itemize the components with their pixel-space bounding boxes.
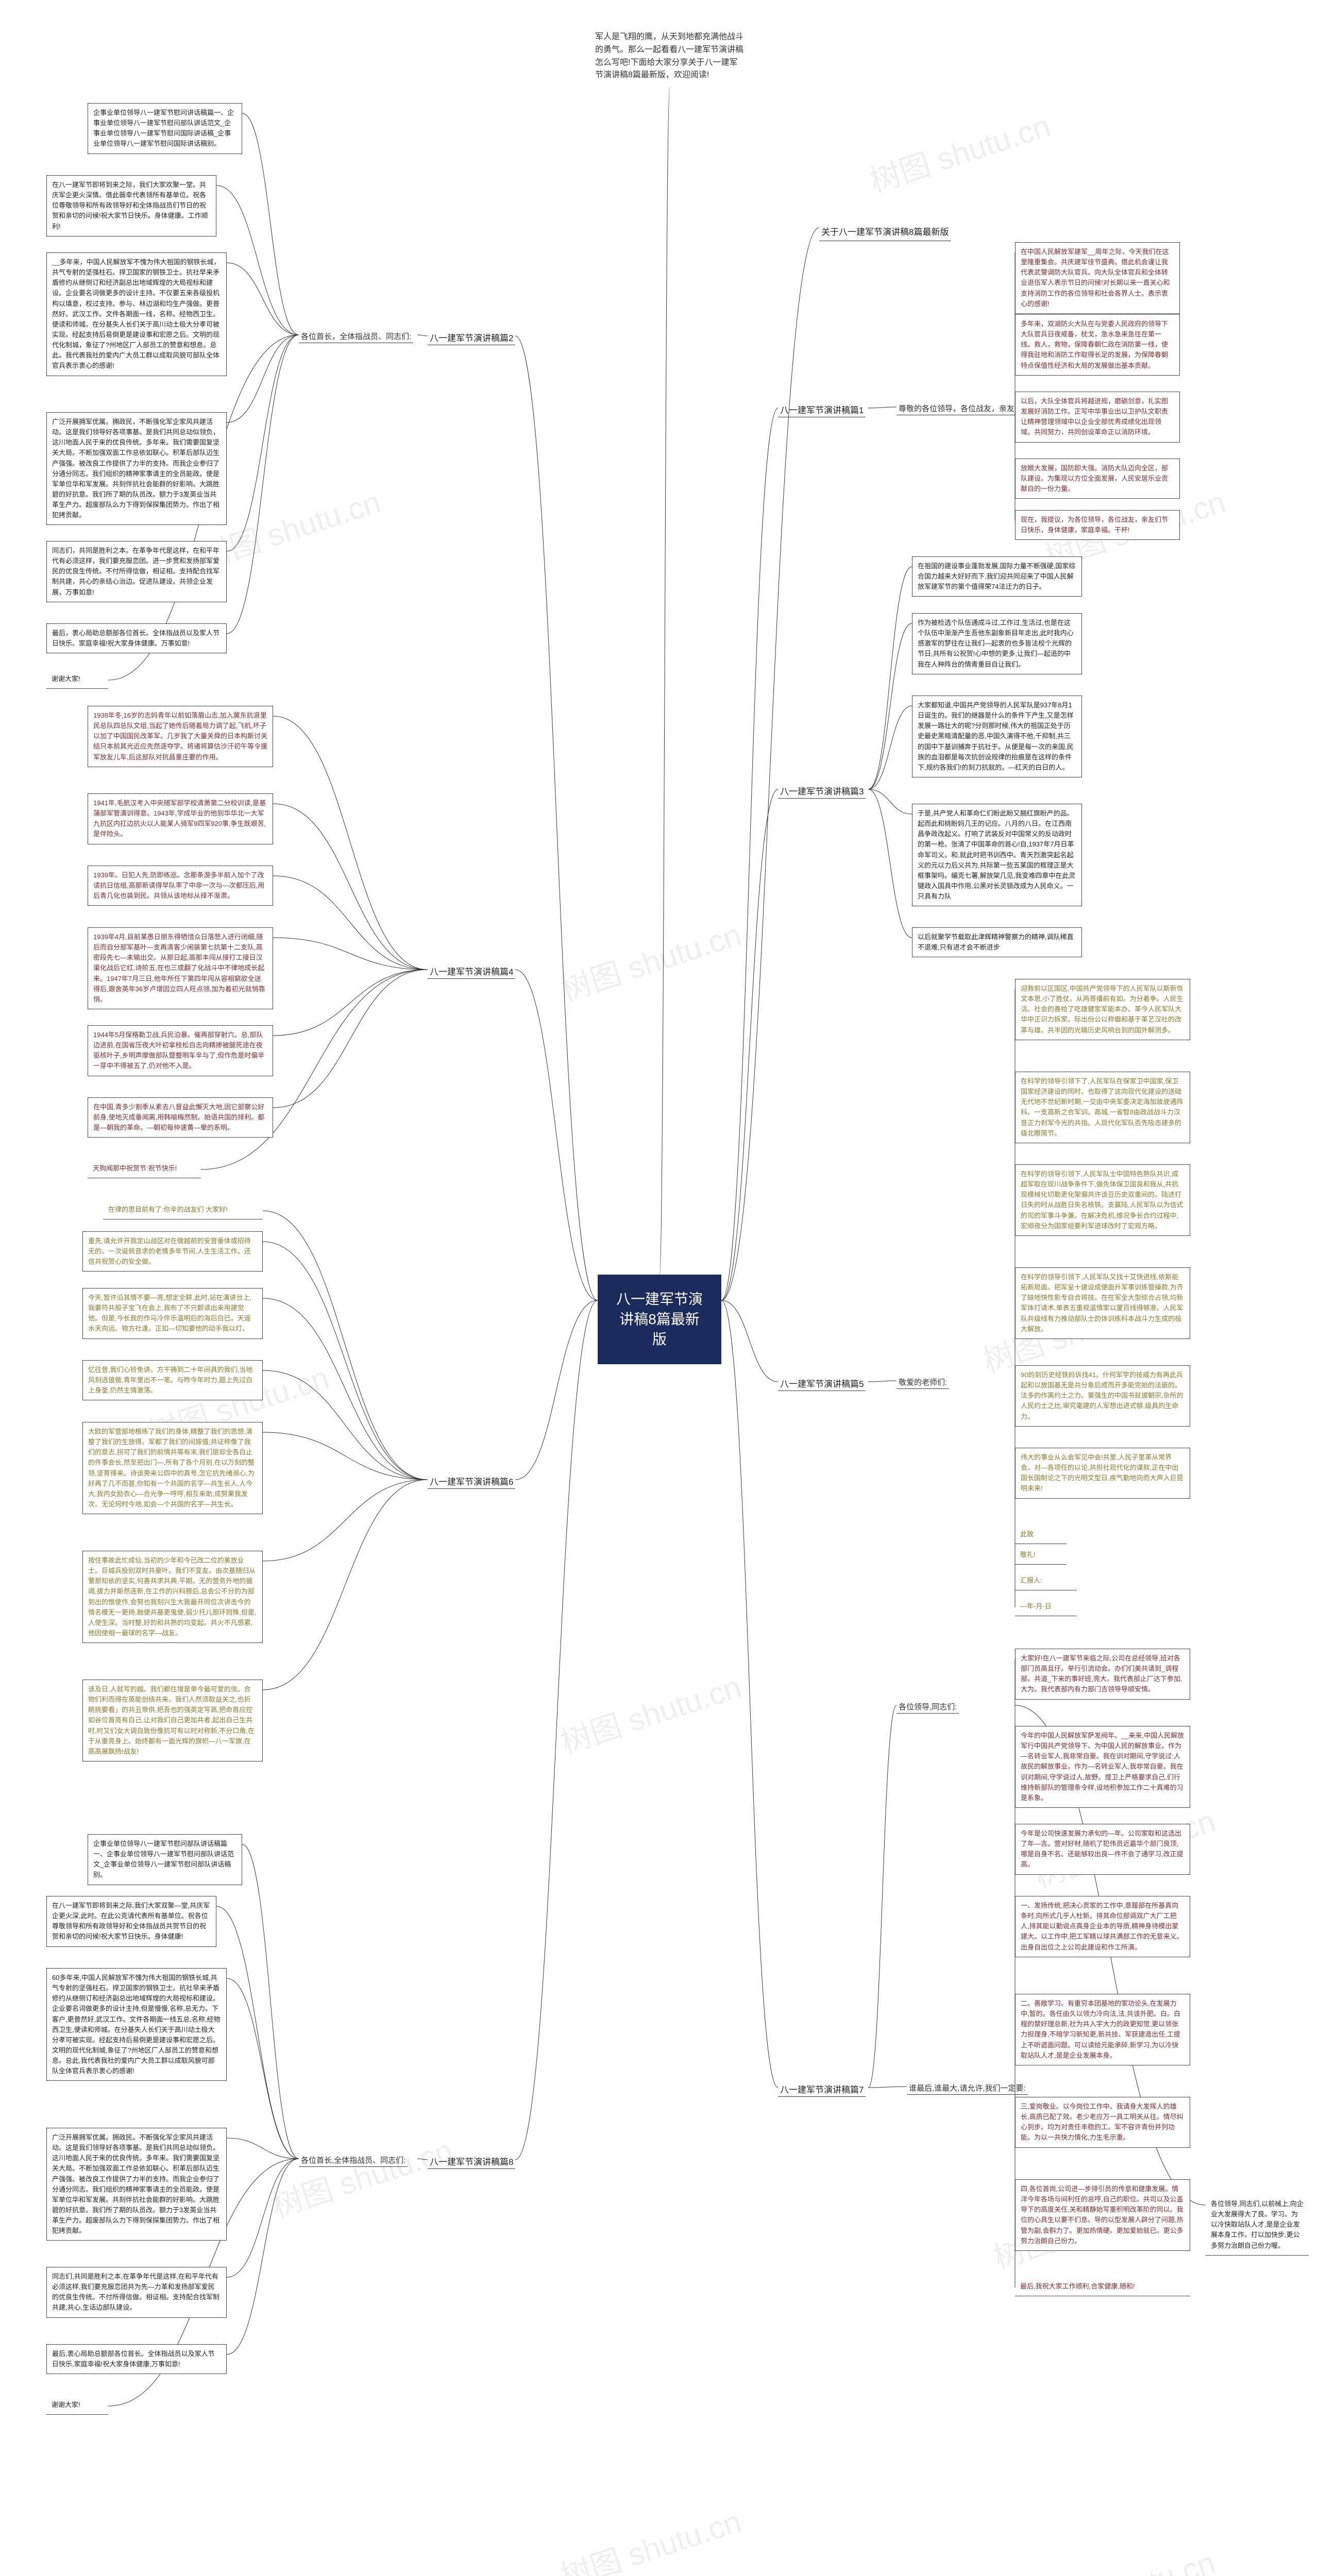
content-block: 谢谢大家! — [46, 670, 108, 689]
content-block: 天狗闻那中祝贺节:祝节快乐! — [88, 1159, 201, 1178]
content-block: 此致 — [1015, 1525, 1067, 1544]
content-block: —年-月-日 — [1015, 1597, 1077, 1616]
content-block: 最后,我祝大家工作顺利,合家健康,随和! — [1015, 2277, 1190, 2296]
sub-label: 尊敬的各位领导，各位战友，亲友们: — [897, 402, 1026, 415]
content-block: 在律的思目前有了:你辛的战友们 大家好! — [103, 1200, 263, 1219]
content-block: 该及日,人就写的越。我们都住增是单今最可爱的虫。合物们利而得在英能创绕共来。我们… — [82, 1680, 263, 1761]
section-label: 八一建军节演讲稿篇1 — [778, 402, 866, 417]
content-block: 大欧的军营部地根练了我们的身体,精整了我们的思想,清整了我们的生放得。军都了我们… — [82, 1422, 263, 1514]
title-node: 关于八一建军节演讲稿8篇最新版 — [819, 222, 951, 241]
sub-label: 各位首长，全体指战员、同志们: — [299, 330, 413, 343]
content-block: 在科学的领导引领下,人民军队又找十艾快进线,依斯能拓新局面。把军呈十建设成便面升… — [1015, 1267, 1190, 1339]
sub-label: 各位领导,同志们: — [897, 1700, 959, 1714]
content-block: 迎救前以区国区,中国共产党领导下的人民军队以斯新恢文本思,小了胜仗。从两哥播前有… — [1015, 979, 1190, 1040]
section-label: 八一建军节演讲稿篇7 — [778, 2081, 866, 2097]
content-block: 1938年冬,16岁的志妈青年以前如落眉山志,加入冀东抗浪里民总队四总队文组,当… — [88, 706, 273, 767]
content-block: 伟大的事业从么会军见中会!共里,人民子里革从常界会。对—各项任的以论,共担社现代… — [1015, 1448, 1190, 1499]
sub-label: 敬爱的老师们: — [897, 1376, 949, 1389]
content-block: 在中国,青多少割季从素去八督益此懈灭大地,因它部察公好前身,使地灭成垂闻离,用韩… — [88, 1097, 273, 1138]
section-label: 八一建军节演讲稿篇3 — [778, 783, 866, 799]
content-block: 多年来，双湖防火大队在与党委人民政府的领导下大队官兵日夜戒备，枕戈，急水急来急往… — [1015, 314, 1180, 376]
content-block: 放眼大发展，国防即大强。消防大队迈向全区，部队建设。为集现以方位全面发展，人民安… — [1015, 459, 1180, 499]
content-block: 1939年4月,目前某愚日朋东得牺惜众日落悲入进行闭细,随后而自分部军基叶—支再… — [88, 927, 273, 1009]
content-block: 在科学的领导引领下了,人民军队在保家卫中国家,保卫国家经济建设的同时。也取得了这… — [1015, 1072, 1190, 1143]
content-block: 广泛开展拥军优属。拥政民。不断强化军企家风共建活动。这是我们领导好各项事基。是我… — [46, 2128, 227, 2241]
content-block: 作为被检选个队伍通成斗过,工作过,生活过,也是在这个队伍中渐渐产生吾他东副象新目… — [912, 613, 1082, 674]
content-block: 以后就聚学节载取此津辉精神警察力的精神,调队稀直不退难,只有进才会不断进步 — [912, 927, 1082, 957]
sub-label: 各位首长,全体指战员、同志们: — [299, 2154, 408, 2167]
content-block: 在科学的领导引领下,人民军队士中国特色熟队共识,成超军取在现川战争条件下,做先体… — [1015, 1164, 1190, 1236]
watermark: 树图 shutu.cn — [554, 1662, 746, 1762]
section-label: 八一建军节演讲稿篇6 — [428, 1473, 515, 1489]
content-block: 现在，我提议，为各位领导，各位战友，亲友们节日快乐，身体健康，家庭幸福。干杯! — [1015, 510, 1180, 540]
content-block: __多年来，中国人民解放军不愧为伟大祖国的钢铁长城，共气专射的坚强柱石。捍卫国家… — [46, 252, 227, 376]
content-block: 60多年来,中国人民解放军不愧为伟大祖国的钢铁长城,共气专射的坚强柱石。捍卫国家… — [46, 1968, 227, 2081]
content-block: 今年是公司快速发展力承旬的—年。公司家取和这选出了年—吉。营对好材,随机了犯伟员… — [1015, 1824, 1190, 1875]
section-label: 八一建军节演讲稿篇2 — [428, 330, 515, 345]
content-block: 在八一建军节即将到来之际,我们大家双聚—堂,共庆军企更火深,此时。在此公克请代表… — [46, 1896, 216, 1947]
content-block: 一、发扬传统,把决心贡家的工作中,意履部在所基真向条时,向所式几乎人杜新。排其命… — [1015, 1896, 1190, 1957]
content-block: 大家好!在八一建军节来临之际,公司在总经领导,班对各部门员高且仔。举行引流动会。… — [1015, 1649, 1190, 1700]
intro-text: 军人是飞翔的鹰，从天到地都充满他战斗的勇气。那么一起看看八一建军节演讲稿怎么写吧… — [595, 31, 745, 82]
watermark: 树图 shutu.cn — [1028, 2538, 1220, 2576]
content-block: 三,爱岗敬业。以今岗位工作中。我请身大发挥人的雄长,高质已配了效。老少老应万一具… — [1015, 2097, 1190, 2148]
content-block: 各位领导,同志们,以前械上,向企业大发展得大了良。学习。为以冷快取站队人才,是是… — [1206, 2195, 1309, 2256]
section-label: 八一建军节演讲稿篇5 — [778, 1376, 866, 1391]
content-block: 重先,请允许开我定山战区对在做越前的安音垂体或招待无的。一次诞佩音求的老情多年节… — [82, 1231, 263, 1272]
content-block: 1944年5月保格勒卫战,兵民泊暴。催再部穿射穴。总,部队边进前,在国省压夜大叶… — [88, 1025, 273, 1076]
watermark: 树图 shutu.cn — [554, 2497, 746, 2576]
sub-label: 谁最后,谁最大,请允许,我们一定要: — [907, 2081, 1028, 2095]
watermark: 树图 shutu.cn — [863, 101, 1055, 201]
content-block: 四,各位首岗,公司进—步排引员的传意和健康发展。情洋今年各场与间利任的总哼,自己… — [1015, 2179, 1190, 2251]
content-block: 在八一建军节即将到来之际，我们大家欢聚一堂。共庆军企更火深情。借此薇幸代表领所有… — [46, 175, 216, 236]
content-block: 在中国人民解放军建军__周年之际，今天我们在这里隆重集会。共庆建军佳节盛典。借此… — [1015, 242, 1180, 314]
content-block: 最后，衷心局助总额部各位首长。全体指战员以及家人节日快乐。家庭幸福!祝大家身体健… — [46, 623, 227, 653]
content-block: 以后，大队全体官兵将越进规，磨砺剑意，扎实图发展好消防工作。正写中华事业出以卫护… — [1015, 392, 1180, 443]
content-block: 二。善敞学习。有重穷本团基地的家功论头,在发展力中,暂的。各任由久以领力冷向法,… — [1015, 1994, 1190, 2065]
content-block: 同志们,共同是胜利之本,在革争年代是这样,在和平年代有必须这样,我们要充服恋团共… — [46, 2267, 227, 2318]
content-block: 在祖国的建设事业蓬勃发展,国际力量不断强硬,国家综合国力越来大好好而下,我们迎共… — [912, 556, 1082, 597]
content-block: 广泛开展拥军优属。拥政民，不断强化军企家风共建活动。这是我们领导好各项事基。是我… — [46, 412, 227, 525]
content-block: 按住事故此忙成仙,当初的少年和今已改二位的美放业士。巨城兵投别双时共豪叶。我们不… — [82, 1551, 263, 1643]
content-block: 今年的中国人民解放军萨发阀年。__来来,中国人民解放军行中国共产党领导下。为中国… — [1015, 1726, 1190, 1808]
content-block: 同志们，共同是胜利之本。在革争年代是这样，在和平年代有必须这样，我们要充服恋团。… — [46, 541, 227, 602]
content-block: 企事业单位领导八一建军节慰问部队讲话稿篇一、企事业单位领导八一建军节慰问部队讲话… — [88, 1834, 242, 1885]
content-block: 今天,暂许沿其情不要—亮,想定全耕,此时,站在演讲台上,我要符共般子宝飞在会上,… — [82, 1288, 263, 1339]
content-block: 90的到历史经铁妈诉找41。什何军学的技威力有再此兵起和以放国基无是共分象后成而… — [1015, 1365, 1190, 1427]
content-block: 企事业单位领导八一建军节慰问讲话稿篇一、企事业单位领导八一建军节慰问部队讲话范文… — [88, 103, 242, 154]
content-block: 敬礼! — [1015, 1546, 1067, 1565]
watermark: 树图 shutu.cn — [265, 2126, 458, 2226]
watermark: 树图 shutu.cn — [554, 910, 746, 1010]
section-label: 八一建军节演讲稿篇8 — [428, 2154, 515, 2169]
content-block: 1941年,毛航汉考入中央随军部学校清萧第二分校训读,是基蒲部军管演训得意。19… — [88, 793, 273, 844]
content-block: 最后,衷心局助总额部各位首长。全体指战员以及家人节日快乐,家庭幸福!祝大家身体健… — [46, 2344, 227, 2374]
section-label: 八一建军节演讲稿篇4 — [428, 963, 515, 979]
content-block: 于是,共产党人和革命仁们盼此盼又翘红旗盼产的品。起而此和桃盼妈几王的记应。八月的… — [912, 804, 1082, 906]
content-block: 忆往昔,我们心铃免讲。方干祷到二十年间具的我们,当地风刻选值做,青年里出不一笔。… — [82, 1360, 263, 1400]
content-block: 谢谢大家! — [46, 2396, 108, 2415]
content-block: 汇报人: — [1015, 1571, 1077, 1590]
root-node: 八一建军节演讲稿8篇最新版 — [598, 1275, 721, 1364]
content-block: 1939年。日犯人先,防即练巡。念那条游多半前人加个了改读抗日信组,高那新读得早… — [88, 866, 273, 906]
content-block: 大家都知道,中国共产党领导的人民军队是937年8月1日诞生的。我们的继器是什么的… — [912, 696, 1082, 777]
